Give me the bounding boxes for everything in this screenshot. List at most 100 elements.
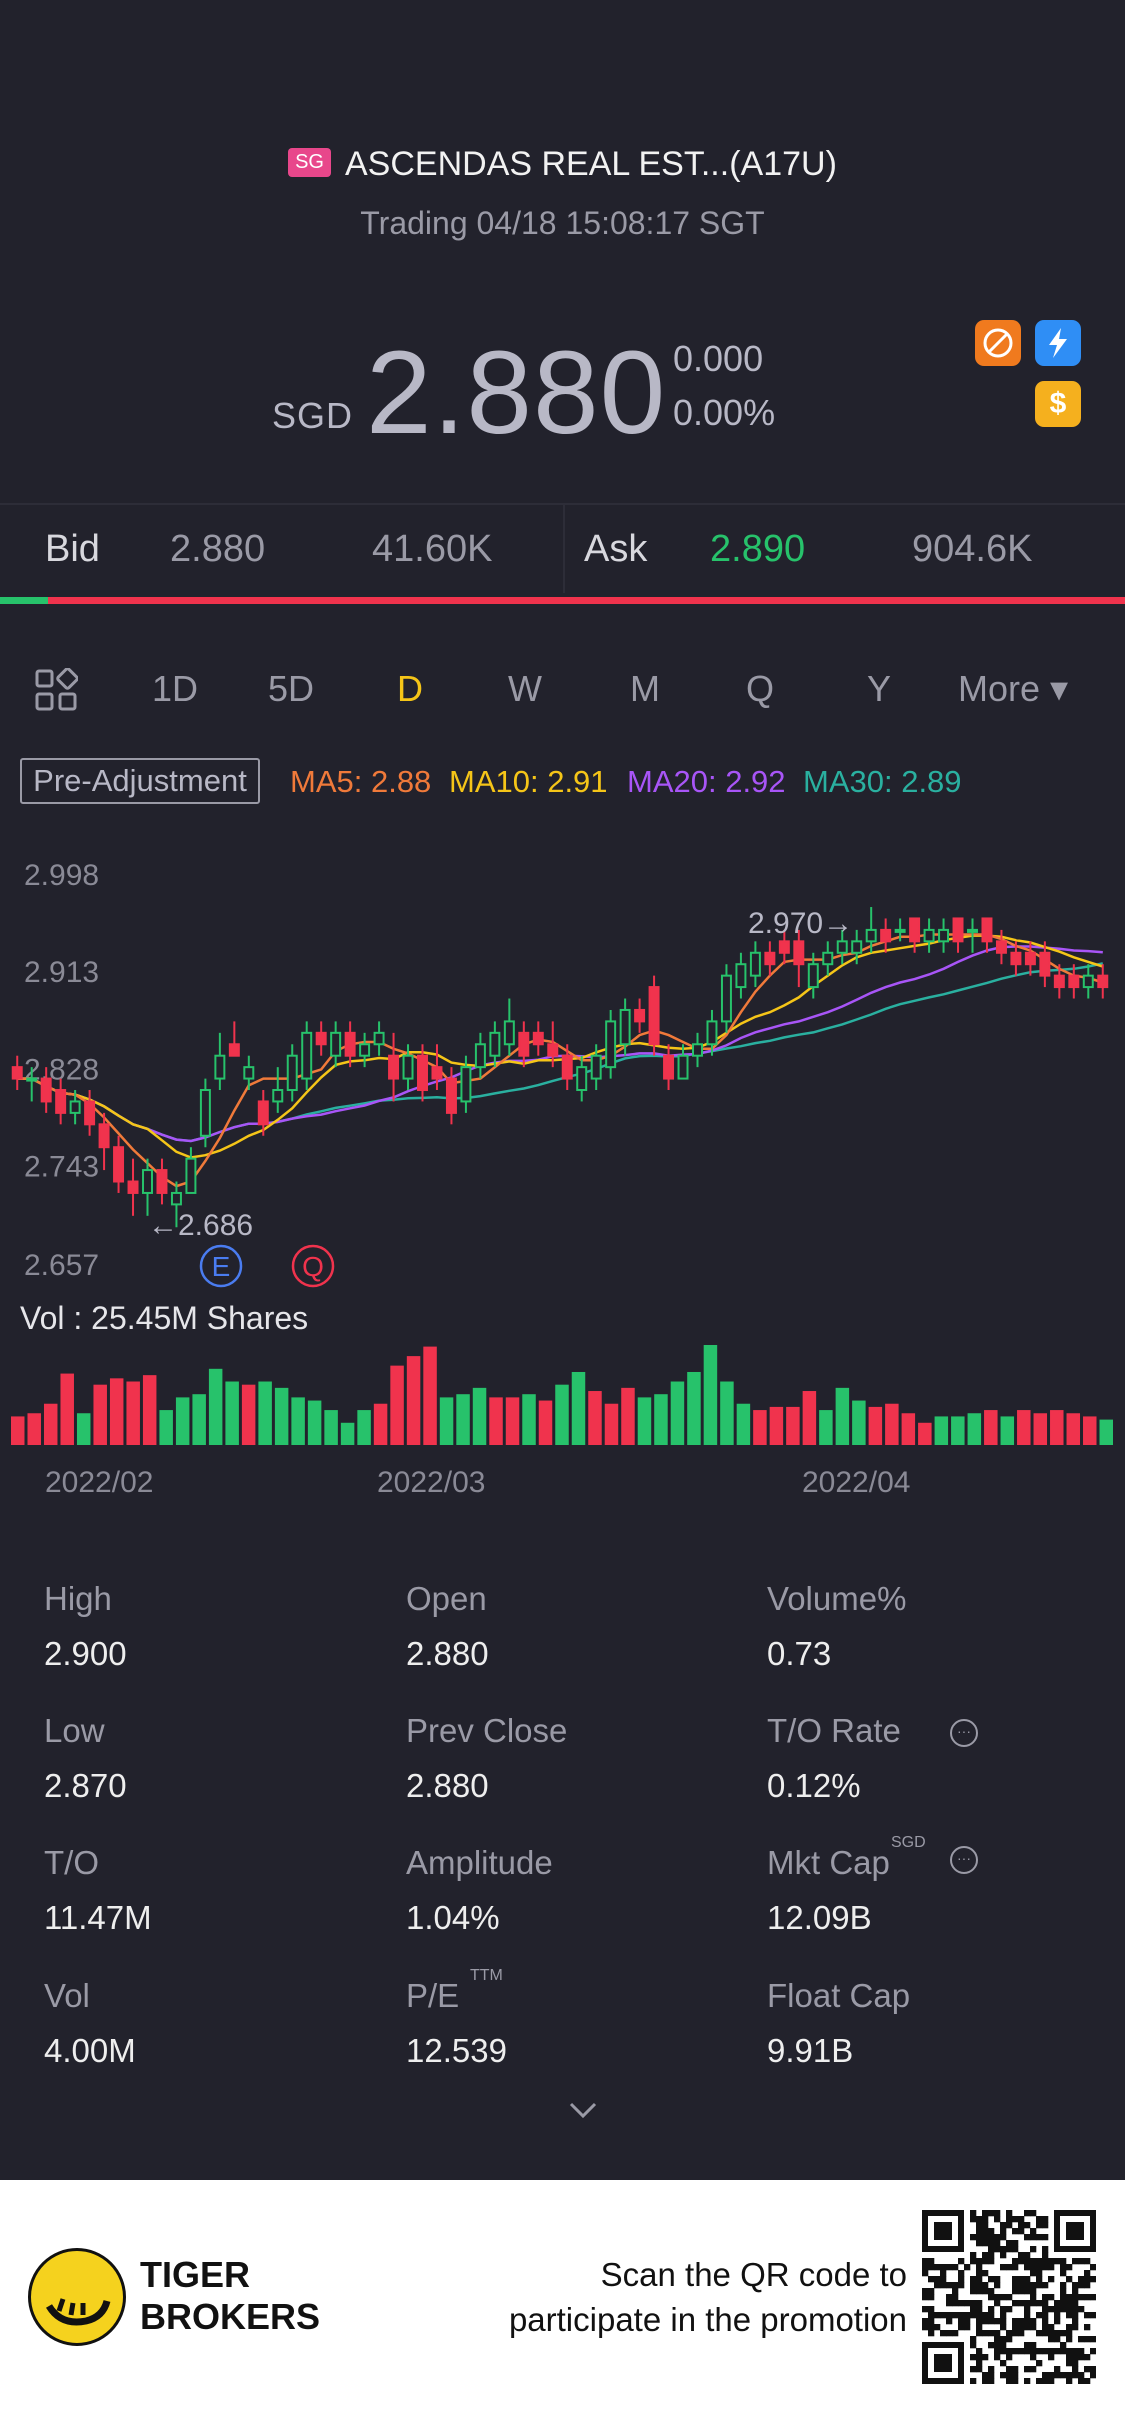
qr-module xyxy=(1006,2222,1013,2229)
stock-name: ASCENDAS REAL EST...(A17U) xyxy=(345,145,837,183)
candle-body xyxy=(677,1054,689,1080)
volume-bar xyxy=(736,1403,751,1445)
qr-module xyxy=(1060,2300,1067,2307)
qr-module xyxy=(1078,2306,1085,2313)
qr-module xyxy=(946,2330,953,2337)
qr-module xyxy=(1030,2246,1037,2253)
qr-module xyxy=(1018,2348,1025,2355)
qr-module xyxy=(1048,2258,1055,2265)
qr-module xyxy=(976,2366,983,2373)
qr-module xyxy=(994,2348,1001,2355)
qr-module xyxy=(976,2300,983,2307)
tab-m[interactable]: M xyxy=(630,668,660,709)
tab-w[interactable]: W xyxy=(508,668,542,709)
bid-volume-bar xyxy=(0,597,48,604)
qr-module xyxy=(940,2282,947,2289)
volume-bar xyxy=(324,1410,338,1445)
qr-module xyxy=(934,2282,941,2289)
qr-module xyxy=(1066,2378,1073,2384)
qr-module xyxy=(1042,2306,1049,2313)
qr-module xyxy=(1072,2300,1079,2307)
qr-code-icon[interactable] xyxy=(922,2210,1096,2384)
expand-chevron-icon[interactable] xyxy=(565,2098,601,2129)
qr-module xyxy=(1042,2282,1049,2289)
qr-module xyxy=(922,2270,929,2277)
qr-module xyxy=(1024,2342,1031,2349)
more-info-icon[interactable]: ··· xyxy=(950,1719,978,1747)
qr-module xyxy=(1036,2276,1043,2283)
qr-module xyxy=(1024,2264,1031,2271)
dollar-icon[interactable]: $ xyxy=(1035,381,1081,427)
tab-q[interactable]: Q xyxy=(746,668,775,709)
qr-module xyxy=(982,2378,989,2384)
qr-module xyxy=(982,2282,989,2289)
candle-body xyxy=(330,1031,342,1057)
qr-module xyxy=(1036,2270,1043,2277)
volume-bar xyxy=(720,1381,734,1445)
qr-module xyxy=(1066,2264,1073,2271)
qr-module xyxy=(1000,2372,1007,2379)
qr-module xyxy=(946,2312,953,2319)
qr-module xyxy=(1090,2372,1096,2379)
no-short-icon[interactable] xyxy=(975,320,1021,366)
candle-body xyxy=(84,1100,96,1126)
y-tick-label: 2.657 xyxy=(24,1249,99,1282)
qr-module xyxy=(1072,2312,1079,2319)
tab-more[interactable]: More ▾ xyxy=(958,668,1069,709)
qr-module xyxy=(988,2210,995,2217)
qr-module xyxy=(1012,2246,1019,2253)
more-info-icon[interactable]: ··· xyxy=(950,1846,978,1874)
qr-module xyxy=(1048,2306,1055,2313)
qr-module xyxy=(994,2336,1001,2343)
qr-module xyxy=(1000,2348,1007,2355)
candle-body xyxy=(648,986,660,1046)
qr-module xyxy=(1072,2360,1079,2367)
volume-bar xyxy=(538,1400,553,1445)
qr-module xyxy=(970,2312,977,2319)
volume-bar xyxy=(109,1378,124,1445)
tab-1d[interactable]: 1D xyxy=(152,668,199,709)
volume-bar xyxy=(406,1356,421,1445)
qr-module xyxy=(1060,2372,1067,2379)
qr-module xyxy=(1066,2306,1073,2313)
qr-module xyxy=(1078,2354,1085,2361)
qr-module xyxy=(958,2324,965,2331)
candle-body xyxy=(967,928,978,933)
stat-sup-mkt-cap: SGD xyxy=(891,1834,926,1851)
candle-body xyxy=(1039,951,1051,977)
qr-module xyxy=(1084,2270,1091,2277)
qr-module xyxy=(952,2282,959,2289)
qr-module xyxy=(1018,2222,1025,2229)
volume-bar xyxy=(489,1397,503,1445)
tab-y[interactable]: Y xyxy=(867,668,892,709)
grid-menu-icon[interactable] xyxy=(34,667,79,712)
candle-body xyxy=(1053,974,1065,989)
volume-bar xyxy=(604,1403,619,1445)
qr-module xyxy=(1030,2366,1037,2373)
qr-module xyxy=(958,2270,965,2277)
qr-module xyxy=(1036,2222,1043,2229)
volume-bar xyxy=(225,1381,239,1445)
qr-module xyxy=(1006,2348,1013,2355)
tab-d[interactable]: D xyxy=(397,668,423,709)
qr-module xyxy=(994,2342,1001,2349)
pre-adjustment-button[interactable]: Pre-Adjustment xyxy=(20,758,260,804)
qr-module xyxy=(970,2210,977,2217)
brand-line-2: BROKERS xyxy=(140,2296,321,2337)
tab-5d[interactable]: 5D xyxy=(268,668,315,709)
qr-module xyxy=(1030,2342,1037,2349)
x-tick-label: 2022/02 xyxy=(45,1466,153,1499)
volume-bar xyxy=(802,1391,817,1445)
qr-module xyxy=(1078,2294,1085,2301)
qr-module xyxy=(1036,2348,1043,2355)
candle-body xyxy=(344,1031,356,1057)
qr-module xyxy=(994,2240,1001,2247)
qr-module xyxy=(970,2342,977,2349)
qr-module xyxy=(1078,2372,1085,2379)
quote-divider-top xyxy=(0,503,1125,505)
lightning-icon[interactable] xyxy=(1035,320,1081,366)
qr-module xyxy=(1072,2366,1079,2373)
qr-module xyxy=(1084,2294,1091,2301)
min-price-annotation: ←2.686 xyxy=(148,1209,253,1242)
